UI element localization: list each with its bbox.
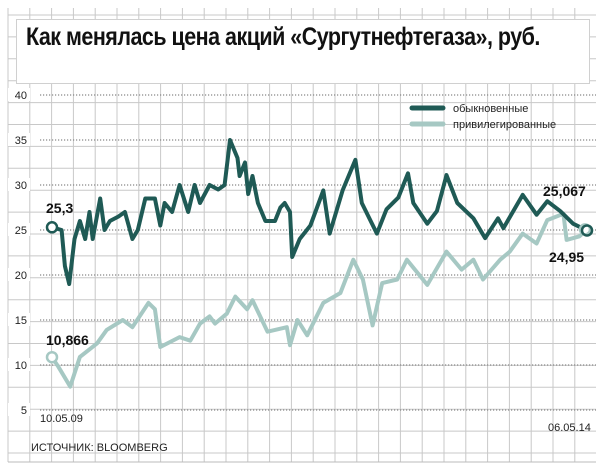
tick-bg <box>8 133 30 146</box>
y-tick-label: 30 <box>15 180 27 192</box>
series-lines <box>45 138 594 389</box>
preferred-end-label: 25,067 <box>543 183 586 199</box>
tick-bg <box>8 178 30 191</box>
y-tick-label: 15 <box>15 315 27 327</box>
series-line-common <box>50 138 589 286</box>
y-tick-label: 25 <box>15 225 27 237</box>
y-tick-label: 20 <box>15 270 27 282</box>
tick-bg <box>8 88 30 101</box>
y-tick-label: 5 <box>21 405 27 417</box>
x-label-start: 10.05.09 <box>40 413 83 425</box>
tick-bg <box>8 358 30 371</box>
x-label-end: 06.05.14 <box>548 422 591 434</box>
end-marker-common <box>580 224 594 237</box>
start-marker-common <box>45 221 59 234</box>
y-tick-label: 35 <box>15 135 27 147</box>
tick-bg <box>8 223 30 236</box>
series-line-preferred <box>50 211 589 389</box>
tick-bg <box>8 313 30 326</box>
y-tick-label: 10 <box>15 360 27 372</box>
source-note: ИСТОЧНИК: BLOOMBERG <box>31 442 168 454</box>
common-end-label: 24,95 <box>549 249 584 265</box>
legend-label-preferred: привилегированные <box>453 119 556 131</box>
start-marker-preferred <box>45 350 59 364</box>
legend: обыкновенные привилегированные <box>409 103 556 131</box>
y-tick-label: 40 <box>15 90 27 102</box>
common-start-label: 25,3 <box>46 200 73 216</box>
tick-bg <box>8 268 30 281</box>
title-box <box>16 19 590 84</box>
preferred-start-label: 10,866 <box>46 332 89 348</box>
tick-bg <box>8 403 30 416</box>
legend-label-common: обыкновенные <box>453 103 528 115</box>
chart-title: Как менялась цена акций «Сургутнефтегаза… <box>26 23 540 51</box>
y-axis-ticks: 40 35 30 25 20 15 10 5 <box>8 88 30 417</box>
value-gridlines <box>40 94 596 411</box>
